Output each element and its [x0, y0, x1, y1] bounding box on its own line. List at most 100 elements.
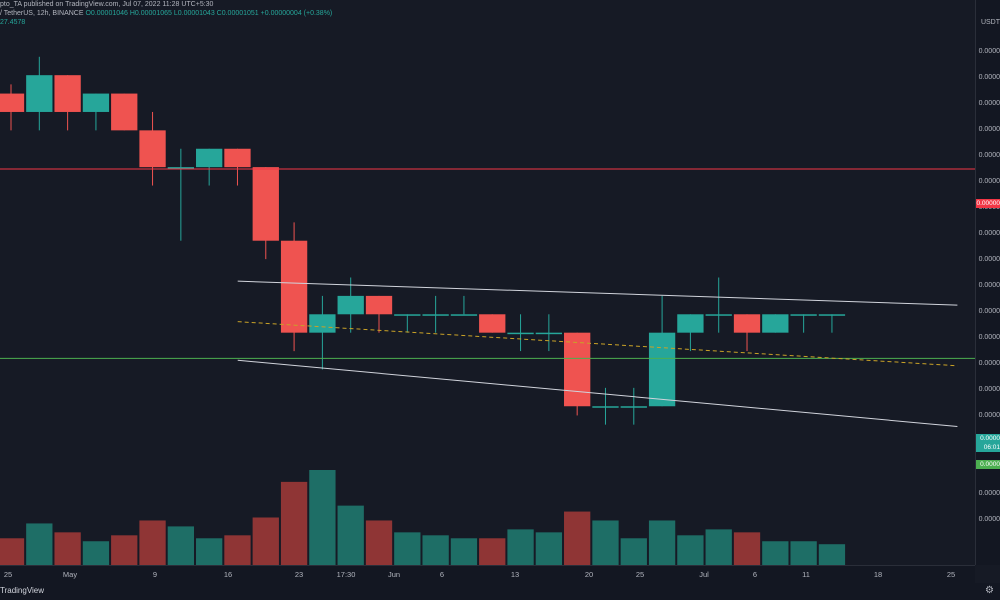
time-tick-label: 6: [439, 570, 445, 579]
volume-bar: [252, 517, 279, 565]
time-tick-label: 9: [152, 570, 158, 579]
price-tick-label: 0.0000: [978, 178, 1000, 185]
time-tick-label: 25: [3, 570, 13, 579]
volume-bar: [535, 532, 563, 565]
price-tick-label: 0.0000: [978, 282, 1000, 289]
candle-body: [818, 314, 846, 316]
candle-body: [0, 93, 25, 112]
symbol-info: / TetherUS, 12h, BINANCE: [0, 10, 84, 17]
candle-body: [733, 314, 761, 333]
time-tick-label: 17:30: [336, 570, 356, 579]
candle-body: [422, 314, 449, 316]
candle-body: [252, 167, 279, 241]
time-tick-label: 25: [635, 570, 645, 579]
candle-body: [167, 167, 195, 169]
candle-body: [790, 314, 817, 316]
symbol-line: / TetherUS, 12h, BINANCE O0.00001046 H0.…: [0, 10, 332, 17]
time-tick-label: 16: [223, 570, 233, 579]
time-tick-label: 25: [946, 570, 956, 579]
volume-bar: [139, 520, 166, 565]
time-axis[interactable]: 25 May 9 16 23 17:30 Jun 6 13 20 25 Jul 6 11 18 25: [0, 565, 975, 584]
volume-bar: [422, 535, 449, 565]
price-tick-label: 0.0000: [978, 308, 1000, 315]
volume-bar: [337, 505, 364, 565]
volume-bar: [365, 520, 393, 565]
price-tick-label: 0.0000: [978, 74, 1000, 81]
candle-body: [82, 93, 110, 112]
price-tick-label: 0.0000: [978, 152, 1000, 159]
time-tick-label: 20: [584, 570, 594, 579]
price-tick-label: 0.0000: [978, 48, 1000, 55]
candle-body: [507, 332, 534, 335]
volume-bar: [564, 511, 591, 565]
volume-bar: [280, 481, 308, 565]
candle-body: [196, 148, 223, 168]
volume-bar: [224, 535, 251, 565]
volume-bar: [450, 538, 478, 565]
volume-bar: [111, 535, 138, 565]
time-tick-label: 11: [802, 570, 810, 579]
time-tick-label: Jul: [699, 570, 709, 579]
candle-body: [224, 148, 251, 168]
volume-bar: [82, 541, 110, 565]
tradingview-brand[interactable]: TradingView: [0, 586, 45, 595]
candle-body: [620, 406, 647, 408]
currency-label: USDT: [980, 19, 1000, 26]
time-tick-label: May: [62, 570, 78, 579]
price-tick-label: 0.0000: [978, 256, 1000, 263]
candle-body: [535, 332, 563, 335]
price-tick-label: 0.0000: [978, 412, 1000, 419]
candle-body: [677, 314, 704, 333]
volume-bar: [26, 523, 53, 565]
price-tick-label: 0.0000: [978, 360, 1000, 367]
volume-bar: [196, 538, 223, 565]
last-price-tag: 0.0000: [976, 434, 1000, 443]
volume-bar: [167, 526, 195, 565]
gear-icon[interactable]: ⚙: [985, 585, 994, 596]
time-tick-label: 6: [752, 570, 758, 579]
volume-bar: [0, 538, 25, 565]
publisher-line: pto_TA published on TradingView.com, Jul…: [0, 1, 214, 8]
price-tick-label: 0.0000: [978, 490, 1000, 497]
candle-body: [111, 93, 138, 131]
volume-bar: [648, 520, 676, 565]
candle-body: [592, 406, 619, 408]
countdown-tag: 06:01: [976, 443, 1000, 452]
price-tick-label: 0.0000: [978, 334, 1000, 341]
price-tick-label: 0.0000: [978, 230, 1000, 237]
indicator-value: 27.4578: [0, 19, 26, 26]
volume-bar: [479, 538, 506, 565]
candle-body: [479, 314, 506, 333]
chart-plot-area[interactable]: pto_TA published on TradingView.com, Jul…: [0, 0, 975, 565]
volume-bar: [309, 470, 336, 565]
candle-body: [337, 295, 364, 315]
candlestick-chart[interactable]: [0, 0, 975, 565]
candle-body: [26, 75, 53, 112]
price-tick-label: 0.0000: [978, 100, 1000, 107]
time-tick-label: 13: [510, 570, 520, 579]
candle-body: [450, 314, 478, 316]
price-tick-label: 0.0000: [978, 386, 1000, 393]
candle-body: [309, 314, 336, 333]
candle-body: [705, 314, 732, 316]
time-tick-label: 18: [873, 570, 883, 579]
volume-bar: [705, 529, 732, 565]
time-tick-label: Jun: [387, 570, 401, 579]
time-tick-label: 23: [294, 570, 304, 579]
footer-bar: TradingView ⚙: [0, 583, 1000, 600]
price-axis[interactable]: USDT 0.0000 0.0000 0.0000 0.0000 0.0000 0.000…: [975, 0, 1000, 565]
volume-bar: [507, 529, 534, 565]
channel-bottom-trendline: [237, 359, 958, 427]
candle-body: [280, 240, 308, 333]
candle-body: [139, 130, 166, 168]
channel-top-trendline: [237, 280, 958, 306]
volume-bar: [677, 535, 704, 565]
support-price-tag: 0.0000: [976, 460, 1000, 469]
volume-bar: [592, 520, 619, 565]
candle-body: [54, 75, 81, 112]
volume-bar: [733, 532, 761, 565]
candle-body: [564, 332, 591, 407]
price-tick-label: 0.0000: [978, 126, 1000, 133]
ohlc-values: O0.00001046 H0.00001065 L0.00001043 C0.0…: [85, 10, 333, 17]
